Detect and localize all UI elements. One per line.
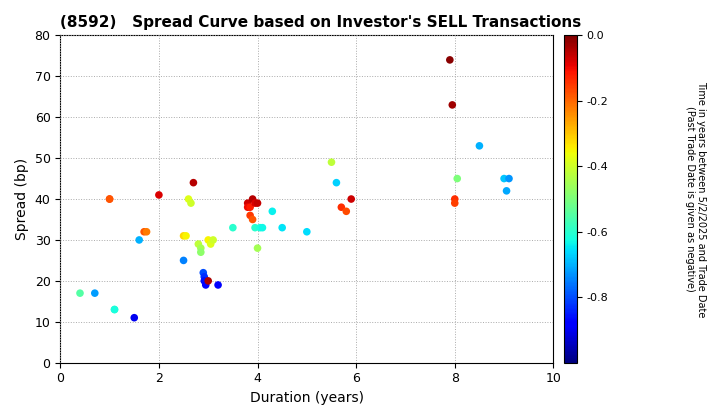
- Point: [254, 224, 266, 231]
- Point: [109, 306, 120, 313]
- X-axis label: Duration (years): Duration (years): [250, 391, 364, 405]
- Point: [199, 278, 210, 284]
- Point: [128, 314, 140, 321]
- Point: [202, 278, 214, 284]
- Point: [74, 290, 86, 297]
- Y-axis label: Spread (bp): Spread (bp): [15, 158, 29, 240]
- Point: [474, 142, 485, 149]
- Point: [89, 290, 101, 297]
- Point: [449, 200, 461, 207]
- Point: [301, 228, 312, 235]
- Point: [451, 175, 463, 182]
- Point: [212, 281, 224, 288]
- Point: [501, 187, 513, 194]
- Point: [200, 281, 212, 288]
- Point: [498, 175, 510, 182]
- Point: [249, 224, 261, 231]
- Point: [503, 175, 515, 182]
- Point: [180, 233, 192, 239]
- Point: [205, 241, 217, 247]
- Point: [266, 208, 278, 215]
- Point: [183, 196, 194, 202]
- Point: [242, 204, 253, 210]
- Point: [247, 196, 258, 202]
- Point: [444, 57, 456, 63]
- Point: [178, 233, 189, 239]
- Point: [257, 224, 269, 231]
- Point: [104, 196, 115, 202]
- Point: [199, 273, 210, 280]
- Point: [446, 102, 458, 108]
- Point: [141, 228, 153, 235]
- Point: [330, 179, 342, 186]
- Point: [104, 196, 115, 202]
- Y-axis label: Time in years between 5/2/2025 and Trade Date
(Past Trade Date is given as negat: Time in years between 5/2/2025 and Trade…: [685, 81, 706, 317]
- Point: [178, 257, 189, 264]
- Text: (8592)   Spread Curve based on Investor's SELL Transactions: (8592) Spread Curve based on Investor's …: [60, 15, 582, 30]
- Point: [249, 200, 261, 207]
- Point: [202, 236, 214, 243]
- Point: [244, 212, 256, 219]
- Point: [195, 245, 207, 252]
- Point: [192, 241, 204, 247]
- Point: [153, 192, 165, 198]
- Point: [325, 159, 337, 165]
- Point: [188, 179, 199, 186]
- Point: [138, 228, 150, 235]
- Point: [185, 200, 197, 207]
- Point: [133, 236, 145, 243]
- Point: [109, 306, 120, 313]
- Point: [242, 200, 253, 207]
- Point: [336, 204, 347, 210]
- Point: [449, 196, 461, 202]
- Point: [207, 236, 219, 243]
- Point: [252, 200, 264, 207]
- Point: [341, 208, 352, 215]
- Point: [247, 216, 258, 223]
- Point: [244, 204, 256, 210]
- Point: [195, 249, 207, 256]
- Point: [227, 224, 238, 231]
- Point: [252, 245, 264, 252]
- Point: [197, 269, 209, 276]
- Point: [346, 196, 357, 202]
- Point: [276, 224, 288, 231]
